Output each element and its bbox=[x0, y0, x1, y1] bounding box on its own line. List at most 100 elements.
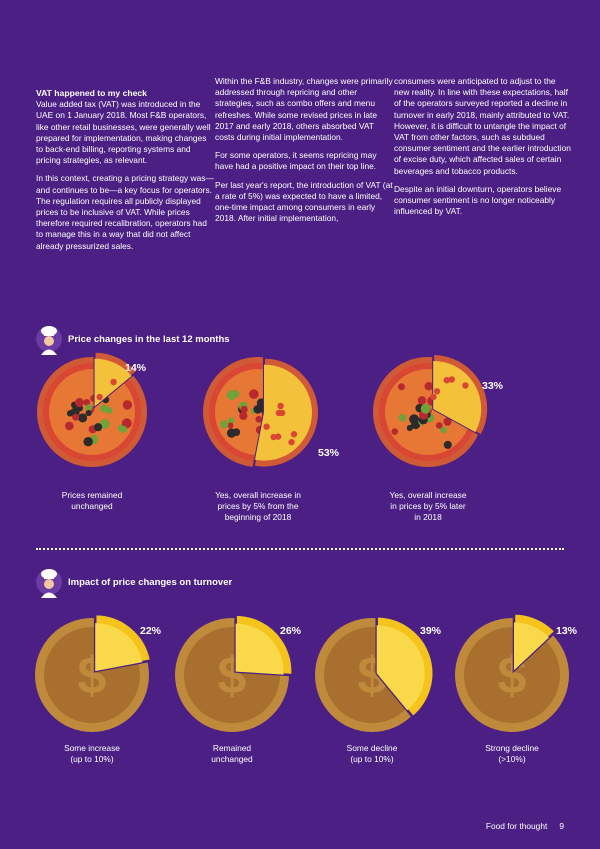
pizza-topping bbox=[85, 409, 92, 417]
slice-topping bbox=[277, 402, 284, 410]
paragraph: In this context, creating a pricing stra… bbox=[36, 173, 214, 251]
page-footer: Food for thought 9 bbox=[486, 821, 564, 831]
coin-pie: $ bbox=[175, 613, 294, 732]
data-label: 14% bbox=[125, 362, 147, 374]
pizza-topping bbox=[226, 390, 237, 400]
pizza-topping bbox=[406, 424, 413, 432]
pizza-topping bbox=[120, 425, 128, 433]
price-changes-chart: 14% Prices remained unchanged 53% Yes, overa… bbox=[0, 350, 600, 530]
pizza-topping bbox=[72, 413, 80, 421]
page-number: 9 bbox=[559, 821, 564, 831]
pizza-topping bbox=[220, 420, 229, 429]
data-label: 53% bbox=[318, 447, 340, 459]
data-label: 26% bbox=[280, 625, 302, 637]
pizza-topping bbox=[409, 414, 420, 425]
pizza-topping bbox=[65, 421, 74, 431]
category-label: Yes, overall increase in prices by 5% fro… bbox=[188, 490, 328, 523]
paragraph: Within the F&B industry, changes were pr… bbox=[215, 76, 393, 143]
pizza-pie bbox=[203, 356, 320, 469]
pizza-topping bbox=[100, 404, 109, 413]
coin-pie: $ bbox=[35, 612, 153, 732]
category-label-line: beginning of 2018 bbox=[224, 512, 292, 522]
pizza-topping bbox=[227, 422, 234, 429]
turnover-impact-chart: $22% Some increase (up to 10%) $26% Remained… bbox=[0, 610, 600, 780]
slice-topping bbox=[288, 438, 295, 446]
pie-slice-fill bbox=[235, 623, 284, 675]
category-label-line: prices by 5% from the bbox=[217, 501, 299, 511]
pizza-topping bbox=[443, 417, 452, 426]
dotted-divider bbox=[36, 548, 564, 550]
category-label-line: Yes, overall increase bbox=[389, 490, 467, 500]
slice-topping bbox=[263, 423, 270, 430]
category-label-line: (up to 10%) bbox=[350, 754, 394, 764]
pizza-topping bbox=[397, 383, 405, 391]
pizza-topping bbox=[74, 398, 85, 408]
slice-topping bbox=[96, 393, 103, 401]
pizza-topping bbox=[85, 404, 93, 412]
pizza-topping bbox=[121, 418, 132, 429]
pizza-topping bbox=[239, 411, 248, 421]
pizza-pie bbox=[373, 352, 490, 467]
pizza-topping bbox=[232, 428, 241, 437]
category-label: Some decline (up to 10%) bbox=[302, 743, 442, 765]
category-label-line: in prices by 5% later bbox=[390, 501, 466, 511]
slice-topping bbox=[433, 388, 441, 395]
article-heading: VAT happened to my check bbox=[36, 88, 147, 98]
coin-pie: $ bbox=[315, 615, 435, 732]
pizza-topping bbox=[228, 417, 235, 424]
pizza-topping bbox=[83, 399, 91, 406]
pie-slice-fill bbox=[513, 622, 549, 671]
category-label-line: Strong decline bbox=[485, 743, 539, 753]
category-label: Remained unchanged bbox=[162, 743, 302, 765]
pizza-pie bbox=[37, 350, 147, 467]
pizza-topping bbox=[78, 413, 88, 423]
pizza-topping bbox=[122, 400, 133, 410]
pizza-topping bbox=[417, 396, 427, 405]
paragraph: Per last year's report, the introduction… bbox=[215, 179, 393, 224]
slice-topping bbox=[448, 376, 455, 383]
chef-icon bbox=[36, 326, 62, 355]
pizza-topping bbox=[391, 428, 399, 435]
category-label-line: Prices remained bbox=[61, 490, 123, 500]
section-title: Impact of price changes on turnover bbox=[68, 576, 233, 588]
pizza-topping bbox=[443, 440, 452, 449]
pie-slice-fill bbox=[95, 623, 143, 672]
pie-slice-fill bbox=[376, 625, 425, 711]
category-label: Strong decline (>10%) bbox=[442, 743, 582, 765]
pizza-topping bbox=[420, 403, 431, 414]
section-header-turnover: Impact of price changes on turnover bbox=[36, 565, 232, 599]
slice-topping bbox=[462, 382, 469, 389]
category-label-line: unchanged bbox=[211, 754, 253, 764]
pizza-topping bbox=[439, 426, 447, 434]
chef-icon bbox=[36, 569, 62, 598]
paragraph: Value added tax (VAT) was introduced in … bbox=[36, 99, 211, 166]
data-label: 22% bbox=[140, 625, 162, 637]
paragraph: For some operators, it seems repricing m… bbox=[215, 150, 377, 172]
pizza-topping bbox=[94, 423, 103, 432]
slice-topping bbox=[110, 378, 117, 386]
pizza-topping bbox=[424, 382, 433, 391]
pizza-topping bbox=[240, 405, 248, 413]
pizza-topping bbox=[249, 389, 259, 399]
article-column-1: VAT happened to my check Value added tax… bbox=[36, 88, 214, 259]
footer-title: Food for thought bbox=[485, 821, 548, 831]
category-label-line: unchanged bbox=[71, 501, 113, 511]
category-label-line: in 2018 bbox=[414, 512, 442, 522]
category-label-line: Some increase bbox=[64, 743, 120, 753]
article-column-2: Within the F&B industry, changes were pr… bbox=[215, 76, 393, 231]
pizza-topping bbox=[435, 422, 443, 429]
category-label-line: (up to 10%) bbox=[70, 754, 114, 764]
data-label: 13% bbox=[556, 625, 578, 637]
category-label-line: Some decline bbox=[346, 743, 398, 753]
category-label-line: (>10%) bbox=[498, 754, 526, 764]
category-label: Yes, overall increase in prices by 5% lat… bbox=[358, 490, 498, 523]
category-label-line: Yes, overall increase in bbox=[215, 490, 301, 500]
data-label: 39% bbox=[420, 625, 442, 637]
category-label-line: Remained bbox=[212, 743, 252, 753]
slice-topping bbox=[290, 431, 298, 438]
paragraph: Despite an initial downturn, operators b… bbox=[394, 183, 562, 217]
section-title: Price changes in the last 12 months bbox=[68, 333, 230, 345]
slice-topping bbox=[270, 433, 277, 441]
category-label: Prices remained unchanged bbox=[22, 490, 162, 512]
slice-topping bbox=[443, 376, 450, 384]
